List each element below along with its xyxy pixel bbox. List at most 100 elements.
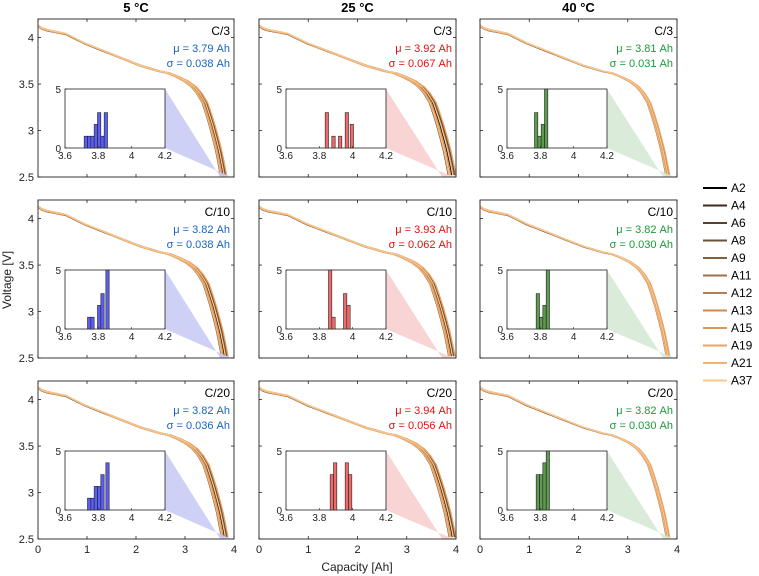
hist-bar xyxy=(97,305,102,330)
zoom-wedge xyxy=(386,89,454,177)
inset-ytick-label: 5 xyxy=(55,266,61,277)
x-axis-label: Capacity [Ah] xyxy=(321,560,392,574)
inset-xtick-label: 4.2 xyxy=(600,513,614,524)
hist-bar xyxy=(535,293,540,330)
xtick-label: 4 xyxy=(674,544,680,556)
column-title: 5 °C xyxy=(123,0,149,15)
mu-label: μ = 3.82 Ah xyxy=(173,405,230,417)
inset-xtick-label: 4 xyxy=(350,513,356,524)
hist-bar xyxy=(535,474,540,511)
inset-xtick-label: 3.6 xyxy=(500,151,514,162)
inset-ytick-label: 0 xyxy=(497,325,503,336)
curve-A21 xyxy=(259,387,451,538)
inset-ytick-label: 5 xyxy=(276,85,282,96)
panel: 3.6 3.8 4 4.2 0 5 0 1 2 3 4 2.5 3 3.5 4 C/20 μ = 3.82 Ah… xyxy=(19,380,237,556)
zoom-wedge xyxy=(165,270,232,358)
zoom-wedge xyxy=(386,270,454,358)
legend: A2 A4 A6 A8 A9 A11 A12 A13 A15 A19 A21 A37 xyxy=(703,181,753,388)
inset-xtick-label: 3.8 xyxy=(533,151,547,162)
curves xyxy=(480,205,671,357)
inset-ytick-label: 0 xyxy=(497,506,503,517)
inset-xtick-label: 4 xyxy=(571,151,577,162)
xtick-label: 4 xyxy=(453,544,459,556)
legend-label: A12 xyxy=(731,286,753,300)
curve-A21 xyxy=(259,25,450,176)
curve-A37 xyxy=(38,24,225,176)
zoom-wedge xyxy=(165,89,232,177)
hist-bar xyxy=(537,135,542,149)
panel: 3.6 3.8 4 4.2 0 5 0 1 2 3 4 C/20 μ = 3.82 Ah σ = 0.03… xyxy=(477,380,680,556)
xtick-label: 4 xyxy=(231,544,237,556)
inset-xtick-label: 3.8 xyxy=(312,513,326,524)
ytick-label: 3.5 xyxy=(19,79,34,91)
hist-bar xyxy=(534,112,539,149)
curve-A37 xyxy=(38,386,226,538)
inset-ytick-label: 5 xyxy=(497,266,503,277)
inset-ytick-label: 5 xyxy=(276,447,282,458)
hist-bar xyxy=(344,112,349,149)
legend-label: A37 xyxy=(731,374,753,388)
inset-frame xyxy=(64,269,166,330)
ytick-label: 3 xyxy=(28,488,34,500)
hist-bar xyxy=(338,135,343,149)
curve-A21 xyxy=(38,25,222,176)
hist-bar xyxy=(348,474,353,511)
hist-bar xyxy=(346,305,351,330)
xtick-label: 0 xyxy=(477,544,483,556)
inset-frame xyxy=(285,269,387,330)
zoom-wedge xyxy=(386,451,454,539)
hist-bar xyxy=(331,316,336,330)
hist-bar xyxy=(97,486,102,511)
inset-ytick-label: 5 xyxy=(497,447,503,458)
ytick-label: 2.5 xyxy=(19,353,34,365)
legend-label: A15 xyxy=(731,321,753,335)
curves xyxy=(38,386,229,538)
ytick-label: 4 xyxy=(28,33,34,45)
inset-xtick-label: 4 xyxy=(350,151,356,162)
rate-label: C/10 xyxy=(205,205,231,219)
mu-label: μ = 3.81 Ah xyxy=(616,43,673,55)
panel: 3.6 3.8 4 4.2 0 5 2.5 3 3.5 4 C/10 μ = 3.82 Ah σ = 0… xyxy=(19,199,235,365)
panel: 3.6 3.8 4 4.2 0 5 2.5 3 3.5 4 C/3 μ = 3.79 Ah σ = 0.… xyxy=(19,18,235,184)
curves xyxy=(480,24,671,176)
column-title: 25 °C xyxy=(341,0,374,15)
ytick-label: 3.5 xyxy=(19,260,34,272)
ytick-label: 3 xyxy=(28,126,34,138)
ytick-label: 3 xyxy=(28,307,34,319)
ytick-label: 2.5 xyxy=(19,172,34,184)
mu-label: μ = 3.92 Ah xyxy=(395,43,452,55)
hist-bar xyxy=(539,316,544,330)
hist-bar xyxy=(97,112,102,149)
inset-xtick-label: 4 xyxy=(129,151,135,162)
inset-xtick-label: 3.6 xyxy=(500,332,514,343)
curves xyxy=(259,24,456,176)
sigma-label: σ = 0.062 Ah xyxy=(389,239,452,251)
inset-xtick-label: 3.8 xyxy=(533,332,547,343)
inset-frame xyxy=(506,269,608,330)
hist-bar xyxy=(544,88,549,149)
hist-bar xyxy=(328,269,333,330)
hist-bar xyxy=(344,462,349,511)
hist-bar xyxy=(329,474,334,511)
legend-label: A2 xyxy=(731,181,746,195)
legend-label: A11 xyxy=(731,269,752,283)
curve-A37 xyxy=(38,205,226,357)
inset-ytick-label: 0 xyxy=(497,144,503,155)
inset-xtick-label: 4.2 xyxy=(379,332,393,343)
hist-bar xyxy=(100,474,105,511)
curve-A37 xyxy=(480,24,669,176)
inset-xtick-label: 4.2 xyxy=(379,151,393,162)
inset-xtick-label: 4.2 xyxy=(158,151,172,162)
curve-A21 xyxy=(38,206,223,357)
legend-label: A13 xyxy=(731,304,753,318)
hist-bar xyxy=(545,450,550,511)
inset-xtick-label: 4.2 xyxy=(600,151,614,162)
curves xyxy=(259,205,456,357)
xtick-label: 2 xyxy=(354,544,360,556)
sigma-label: σ = 0.056 Ah xyxy=(389,420,452,432)
hist-bar xyxy=(333,462,338,511)
xtick-label: 1 xyxy=(305,544,311,556)
inset-xtick-label: 3.8 xyxy=(533,513,547,524)
inset-frame xyxy=(64,450,166,511)
legend-label: A8 xyxy=(731,234,746,248)
